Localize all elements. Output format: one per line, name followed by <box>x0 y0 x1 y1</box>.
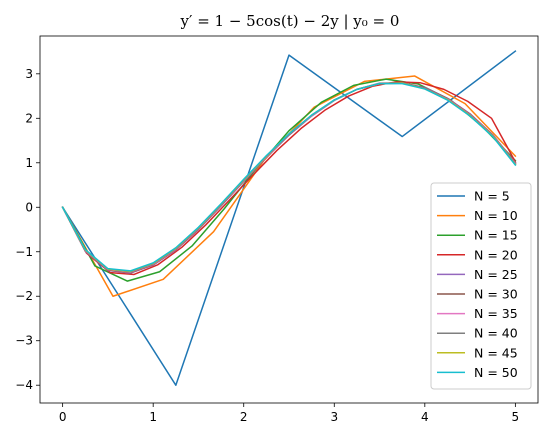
x-axis: 0 1 2 3 4 5 <box>59 403 519 424</box>
y-tick-label: −4 <box>15 378 33 392</box>
x-tick-label: 4 <box>421 410 429 424</box>
legend-label: N = 20 <box>474 247 518 262</box>
legend-label: N = 5 <box>474 189 510 204</box>
x-tick-label: 2 <box>240 410 248 424</box>
legend-label: N = 10 <box>474 208 518 223</box>
legend-label: N = 45 <box>474 345 518 360</box>
legend-label: N = 15 <box>474 228 518 243</box>
chart-title: y′ = 1 − 5cos(t) − 2y | y₀ = 0 <box>180 12 400 30</box>
legend-label: N = 50 <box>474 365 518 380</box>
legend-label: N = 25 <box>474 267 518 282</box>
series-line-n50 <box>61 82 517 272</box>
legend-label: N = 35 <box>474 306 518 321</box>
y-tick-label: 1 <box>25 156 33 170</box>
y-tick-label: −1 <box>15 245 33 259</box>
series-layer <box>61 50 517 386</box>
legend-label: N = 30 <box>474 287 518 302</box>
plot-area: 0 1 2 3 4 5 −4 −3 −2 −1 0 1 2 3 <box>15 35 539 424</box>
legend-label: N = 40 <box>474 326 518 341</box>
y-tick-label: 2 <box>25 111 33 125</box>
plot-frame <box>39 35 539 404</box>
series-line-n5 <box>61 50 517 386</box>
x-tick-label: 1 <box>149 410 157 424</box>
x-tick-label: 5 <box>512 410 520 424</box>
y-tick-label: 3 <box>25 67 33 81</box>
y-axis: −4 −3 −2 −1 0 1 2 3 <box>15 67 40 392</box>
y-tick-label: −3 <box>15 334 33 348</box>
y-tick-label: −2 <box>15 289 33 303</box>
x-tick-label: 3 <box>330 410 338 424</box>
y-tick-label: 0 <box>25 200 33 214</box>
series-line-n20 <box>61 81 517 276</box>
legend: N = 5 N = 10 N = 15 N = 20 N = 25 N = 30 N = 3… <box>430 182 532 390</box>
x-tick-label: 0 <box>59 410 67 424</box>
